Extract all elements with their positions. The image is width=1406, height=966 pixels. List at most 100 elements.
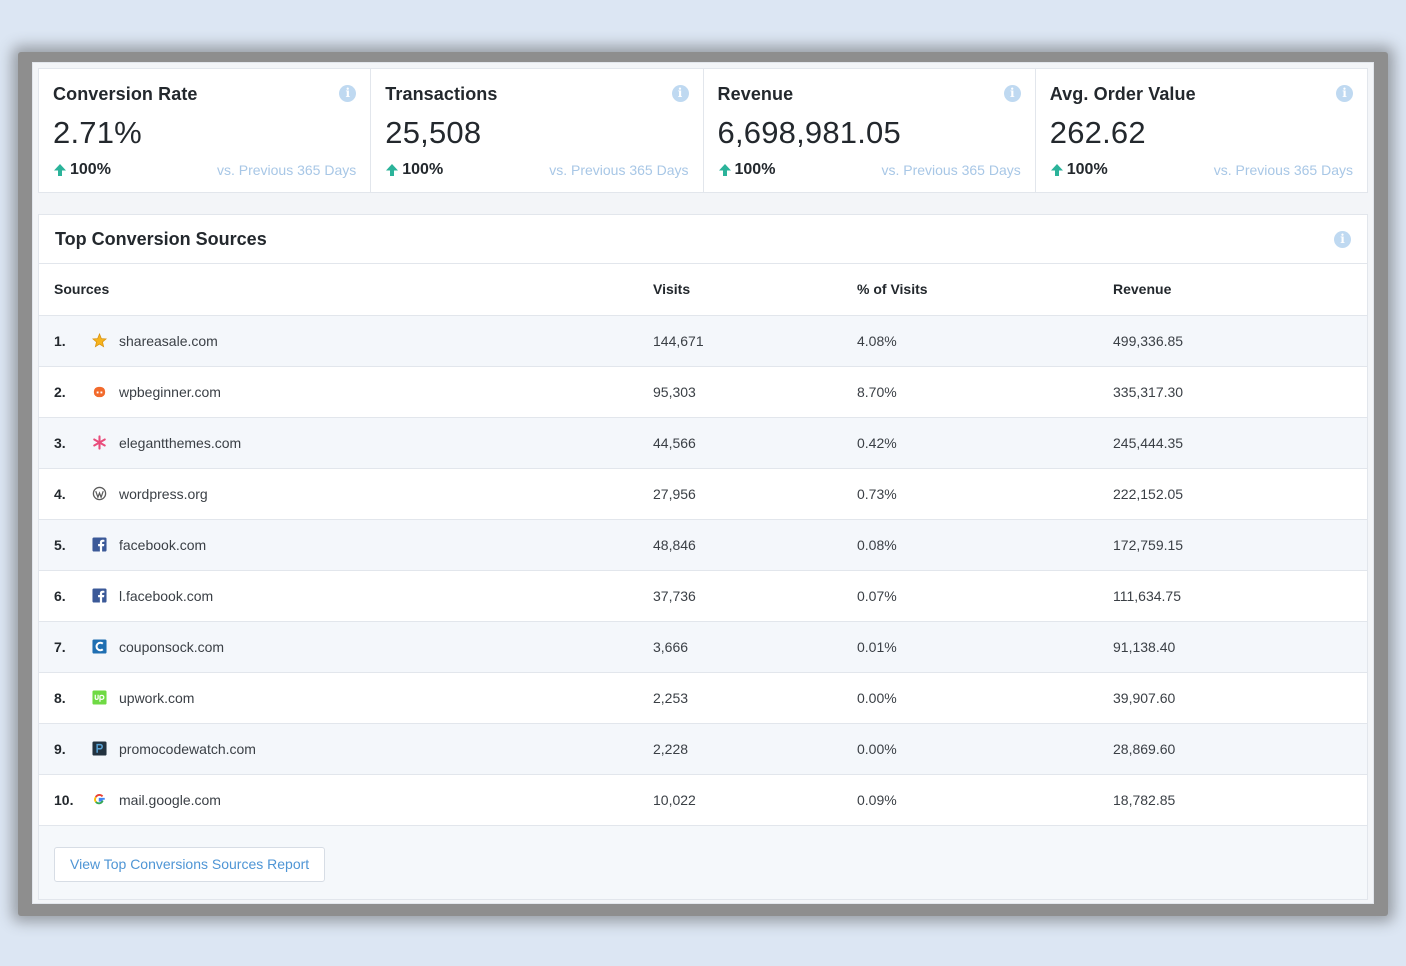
stat-avg-order-value: Avg. Order Value i 262.62 100% vs. Previ… bbox=[1036, 69, 1367, 192]
stat-revenue: Revenue i 6,698,981.05 100% vs. Previous… bbox=[704, 69, 1036, 192]
source-name[interactable]: wpbeginner.com bbox=[119, 383, 221, 400]
arrow-up-icon bbox=[718, 164, 731, 176]
stat-conversion-rate: Conversion Rate i 2.71% 100% vs. Previou… bbox=[39, 69, 372, 192]
row-rank: 4. bbox=[54, 485, 66, 502]
source-name[interactable]: l.facebook.com bbox=[119, 587, 214, 604]
source-cell: 10. mail.google.com bbox=[39, 774, 653, 826]
source-name[interactable]: elegantthemes.com bbox=[119, 434, 242, 451]
revenue-cell: 172,759.15 bbox=[1113, 519, 1367, 571]
info-icon[interactable]: i bbox=[671, 85, 689, 102]
source-name[interactable]: upwork.com bbox=[119, 689, 195, 706]
stat-change-value: 100% bbox=[1066, 161, 1108, 178]
stat-value: 2.71% bbox=[53, 115, 142, 150]
table-row: 1. shareasale.com 144,671 4.08% 499,336.… bbox=[39, 315, 1367, 367]
stat-compare-label: vs. Previous 365 Days bbox=[1213, 162, 1353, 178]
table-row: 10. mail.google.com 10,022 0.09% 18,782.… bbox=[39, 774, 1367, 826]
stat-footer: 100% vs. Previous 365 Days bbox=[53, 161, 356, 179]
row-rank: 2. bbox=[54, 383, 66, 400]
info-icon[interactable]: i bbox=[1334, 231, 1351, 248]
source-cell: 1. shareasale.com bbox=[39, 315, 653, 367]
revenue-cell: 91,138.40 bbox=[1113, 621, 1367, 673]
column-header-pct-visits: % of Visits bbox=[857, 264, 1113, 316]
asterisk-favicon-icon bbox=[93, 435, 106, 450]
pct-visits-cell: 8.70% bbox=[857, 366, 1113, 418]
stat-change: 100% bbox=[718, 161, 776, 179]
revenue-cell: 28,869.60 bbox=[1113, 723, 1367, 775]
stat-change: 100% bbox=[53, 161, 111, 179]
stat-compare-label: vs. Previous 365 Days bbox=[216, 162, 357, 178]
column-header-visits: Visits bbox=[653, 264, 857, 316]
dashboard-panel: Conversion Rate i 2.71% 100% vs. Previou… bbox=[32, 62, 1374, 904]
stat-change-value: 100% bbox=[402, 161, 444, 178]
column-header-sources: Sources bbox=[39, 264, 653, 316]
stat-footer: 100% vs. Previous 365 Days bbox=[385, 161, 689, 179]
table-row: 8. upwork.com 2,253 0.00% 39,907.60 bbox=[39, 672, 1367, 724]
visits-cell: 2,253 bbox=[653, 672, 857, 724]
stat-change-value: 100% bbox=[734, 161, 776, 178]
row-rank: 3. bbox=[54, 434, 66, 451]
stat-transactions: Transactions i 25,508 100% vs. Previous … bbox=[371, 69, 704, 192]
stat-change-value: 100% bbox=[70, 161, 111, 178]
table-header-row: Sources Visits % of Visits Revenue bbox=[39, 264, 1367, 316]
pct-visits-cell: 0.09% bbox=[857, 774, 1113, 826]
visits-cell: 27,956 bbox=[653, 468, 857, 520]
pct-visits-cell: 0.08% bbox=[857, 519, 1113, 571]
row-rank: 7. bbox=[54, 638, 66, 655]
pct-visits-cell: 0.00% bbox=[857, 672, 1113, 724]
revenue-cell: 245,444.35 bbox=[1113, 417, 1367, 469]
stats-row: Conversion Rate i 2.71% 100% vs. Previou… bbox=[38, 68, 1368, 193]
card-title: Top Conversion Sources bbox=[55, 229, 267, 249]
pct-visits-cell: 4.08% bbox=[857, 315, 1113, 367]
stat-title: Conversion Rate bbox=[53, 84, 198, 104]
pct-visits-cell: 0.73% bbox=[857, 468, 1113, 520]
stat-title: Transactions bbox=[385, 84, 498, 104]
pct-visits-cell: 0.42% bbox=[857, 417, 1113, 469]
source-name[interactable]: wordpress.org bbox=[119, 485, 208, 502]
star-favicon-icon bbox=[92, 333, 107, 348]
source-cell: 3. elegantthemes.com bbox=[39, 417, 653, 469]
revenue-cell: 499,336.85 bbox=[1113, 315, 1367, 367]
row-rank: 9. bbox=[54, 740, 66, 757]
source-cell: 2. wpbeginner.com bbox=[39, 366, 653, 418]
visits-cell: 44,566 bbox=[653, 417, 857, 469]
facebook-favicon-icon bbox=[92, 537, 107, 552]
table-row: 3. elegantthemes.com 44,566 0.42% 245,44… bbox=[39, 417, 1367, 469]
revenue-cell: 18,782.85 bbox=[1113, 774, 1367, 826]
visits-cell: 95,303 bbox=[653, 366, 857, 418]
source-name[interactable]: promocodewatch.com bbox=[119, 740, 256, 757]
card-footer: View Top Conversions Sources Report bbox=[39, 826, 1367, 882]
row-rank: 8. bbox=[54, 689, 66, 706]
source-cell: 9. promocodewatch.com bbox=[39, 723, 653, 775]
revenue-cell: 222,152.05 bbox=[1113, 468, 1367, 520]
view-report-button[interactable]: View Top Conversions Sources Report bbox=[54, 846, 326, 882]
source-name[interactable]: couponsock.com bbox=[119, 638, 225, 655]
stat-footer: 100% vs. Previous 365 Days bbox=[718, 161, 1021, 179]
column-header-revenue: Revenue bbox=[1113, 264, 1367, 316]
source-name[interactable]: mail.google.com bbox=[119, 791, 221, 808]
pct-visits-cell: 0.00% bbox=[857, 723, 1113, 775]
row-rank: 5. bbox=[54, 536, 66, 553]
info-icon[interactable]: i bbox=[1336, 85, 1353, 102]
table-row: 6. l.facebook.com 37,736 0.07% 111,634.7… bbox=[39, 570, 1367, 622]
pct-visits-cell: 0.07% bbox=[857, 570, 1113, 622]
source-cell: 4. wordpress.org bbox=[39, 468, 653, 520]
visits-cell: 10,022 bbox=[653, 774, 857, 826]
arrow-up-icon bbox=[1050, 164, 1063, 176]
info-icon[interactable]: i bbox=[339, 85, 357, 102]
arrow-up-icon bbox=[54, 164, 66, 176]
row-rank: 6. bbox=[54, 587, 66, 604]
sources-table: Sources Visits % of Visits Revenue 1. sh… bbox=[39, 264, 1367, 826]
info-icon[interactable]: i bbox=[1003, 85, 1021, 102]
revenue-cell: 335,317.30 bbox=[1113, 366, 1367, 418]
source-name[interactable]: shareasale.com bbox=[119, 332, 218, 349]
couponsock-favicon-icon bbox=[92, 639, 107, 654]
visits-cell: 144,671 bbox=[653, 315, 857, 367]
source-name[interactable]: facebook.com bbox=[119, 536, 207, 553]
visits-cell: 48,846 bbox=[653, 519, 857, 571]
table-row: 7. couponsock.com 3,666 0.01% 91,138.40 bbox=[39, 621, 1367, 673]
source-cell: 5. facebook.com bbox=[39, 519, 653, 571]
stat-title: Avg. Order Value bbox=[1049, 84, 1196, 104]
source-cell: 6. l.facebook.com bbox=[39, 570, 653, 622]
table-row: 9. promocodewatch.com 2,228 0.00% 28,869… bbox=[39, 723, 1367, 775]
top-conversion-sources-card: Top Conversion Sources i Sources Visits … bbox=[38, 214, 1368, 900]
